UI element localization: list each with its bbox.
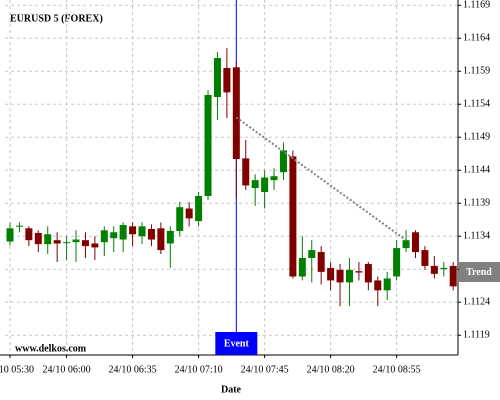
candle-body: [44, 234, 52, 245]
candle-body: [411, 232, 419, 253]
y-tick-label: 1.1154: [463, 99, 490, 110]
grid: [5, 0, 458, 355]
event-label-box: [215, 332, 258, 355]
x-tick-label: 24/10 07:10: [175, 364, 223, 375]
candle-body: [204, 95, 212, 196]
y-tick-label: 1.1134: [463, 231, 490, 242]
candle-body: [223, 67, 231, 93]
y-tick-label: 1.1164: [463, 33, 490, 44]
candle-body: [100, 230, 108, 243]
x-tick-label: 24/10 06:00: [43, 364, 91, 375]
candle-body: [430, 265, 438, 274]
y-tick-label: 1.1139: [463, 198, 490, 209]
y-tick-label: 1.1159: [463, 66, 490, 77]
candle-body: [279, 150, 287, 173]
x-tick-label: 24/10 06:35: [109, 364, 157, 375]
chart-title: EURUSD 5 (FOREX): [10, 13, 103, 24]
candle-body: [298, 258, 306, 277]
candle-body: [393, 248, 401, 277]
candle-body: [261, 177, 269, 193]
candle-body: [440, 267, 448, 270]
candle-body: [129, 226, 137, 235]
candle-body: [34, 232, 42, 245]
trend-label-box: [459, 262, 500, 282]
candle-body: [308, 250, 316, 259]
watermark: www.delkos.com: [15, 343, 87, 354]
candle-body: [147, 228, 155, 240]
candle-body: [232, 67, 240, 160]
candle-body: [25, 228, 33, 241]
candle-body: [185, 208, 193, 219]
candle-body: [317, 252, 325, 272]
candle-body: [374, 280, 382, 291]
candle-body: [327, 267, 335, 281]
x-tick-label: 24/10 05:30: [0, 364, 34, 375]
candle-body: [63, 242, 71, 244]
candle-body: [138, 226, 146, 237]
candle-body: [176, 207, 184, 231]
candle-body: [91, 243, 99, 248]
candle-body: [402, 240, 410, 249]
event-label: Event: [224, 338, 250, 349]
candle-body: [270, 176, 278, 181]
x-tick-label: 24/10 08:20: [307, 364, 355, 375]
candle-body: [157, 228, 165, 251]
candle-body: [6, 228, 14, 242]
x-tick-label: 24/10 07:45: [241, 364, 289, 375]
candle-body: [213, 58, 221, 97]
candle-body: [289, 156, 297, 277]
y-tick-label: 1.1144: [463, 165, 490, 176]
candle-body: [72, 239, 80, 243]
candle-body: [242, 158, 250, 186]
candle-body: [345, 269, 353, 283]
candle-body: [383, 278, 391, 291]
y-tick-label: 1.1119: [463, 330, 490, 341]
y-tick-label: 1.1124: [463, 297, 490, 308]
candle-body: [364, 263, 372, 283]
candle-body: [15, 225, 23, 227]
x-axis-label: Date: [221, 384, 242, 395]
candle-body: [81, 240, 89, 247]
y-tick-label: 1.1169: [463, 0, 490, 11]
candle-body: [166, 230, 174, 244]
candle-body: [449, 265, 457, 287]
candle-body: [195, 195, 203, 222]
trend-label: Trend: [466, 267, 492, 278]
candle-body: [251, 180, 259, 189]
candle-body: [110, 232, 118, 239]
x-tick-label: 24/10 08:55: [373, 364, 421, 375]
y-tick-label: 1.1149: [463, 132, 490, 143]
candle-body: [355, 271, 363, 273]
candle-body: [336, 269, 344, 283]
candle-body: [421, 250, 429, 266]
trend-line: [235, 116, 407, 241]
candle-body: [119, 225, 127, 240]
candle-body: [53, 240, 61, 244]
